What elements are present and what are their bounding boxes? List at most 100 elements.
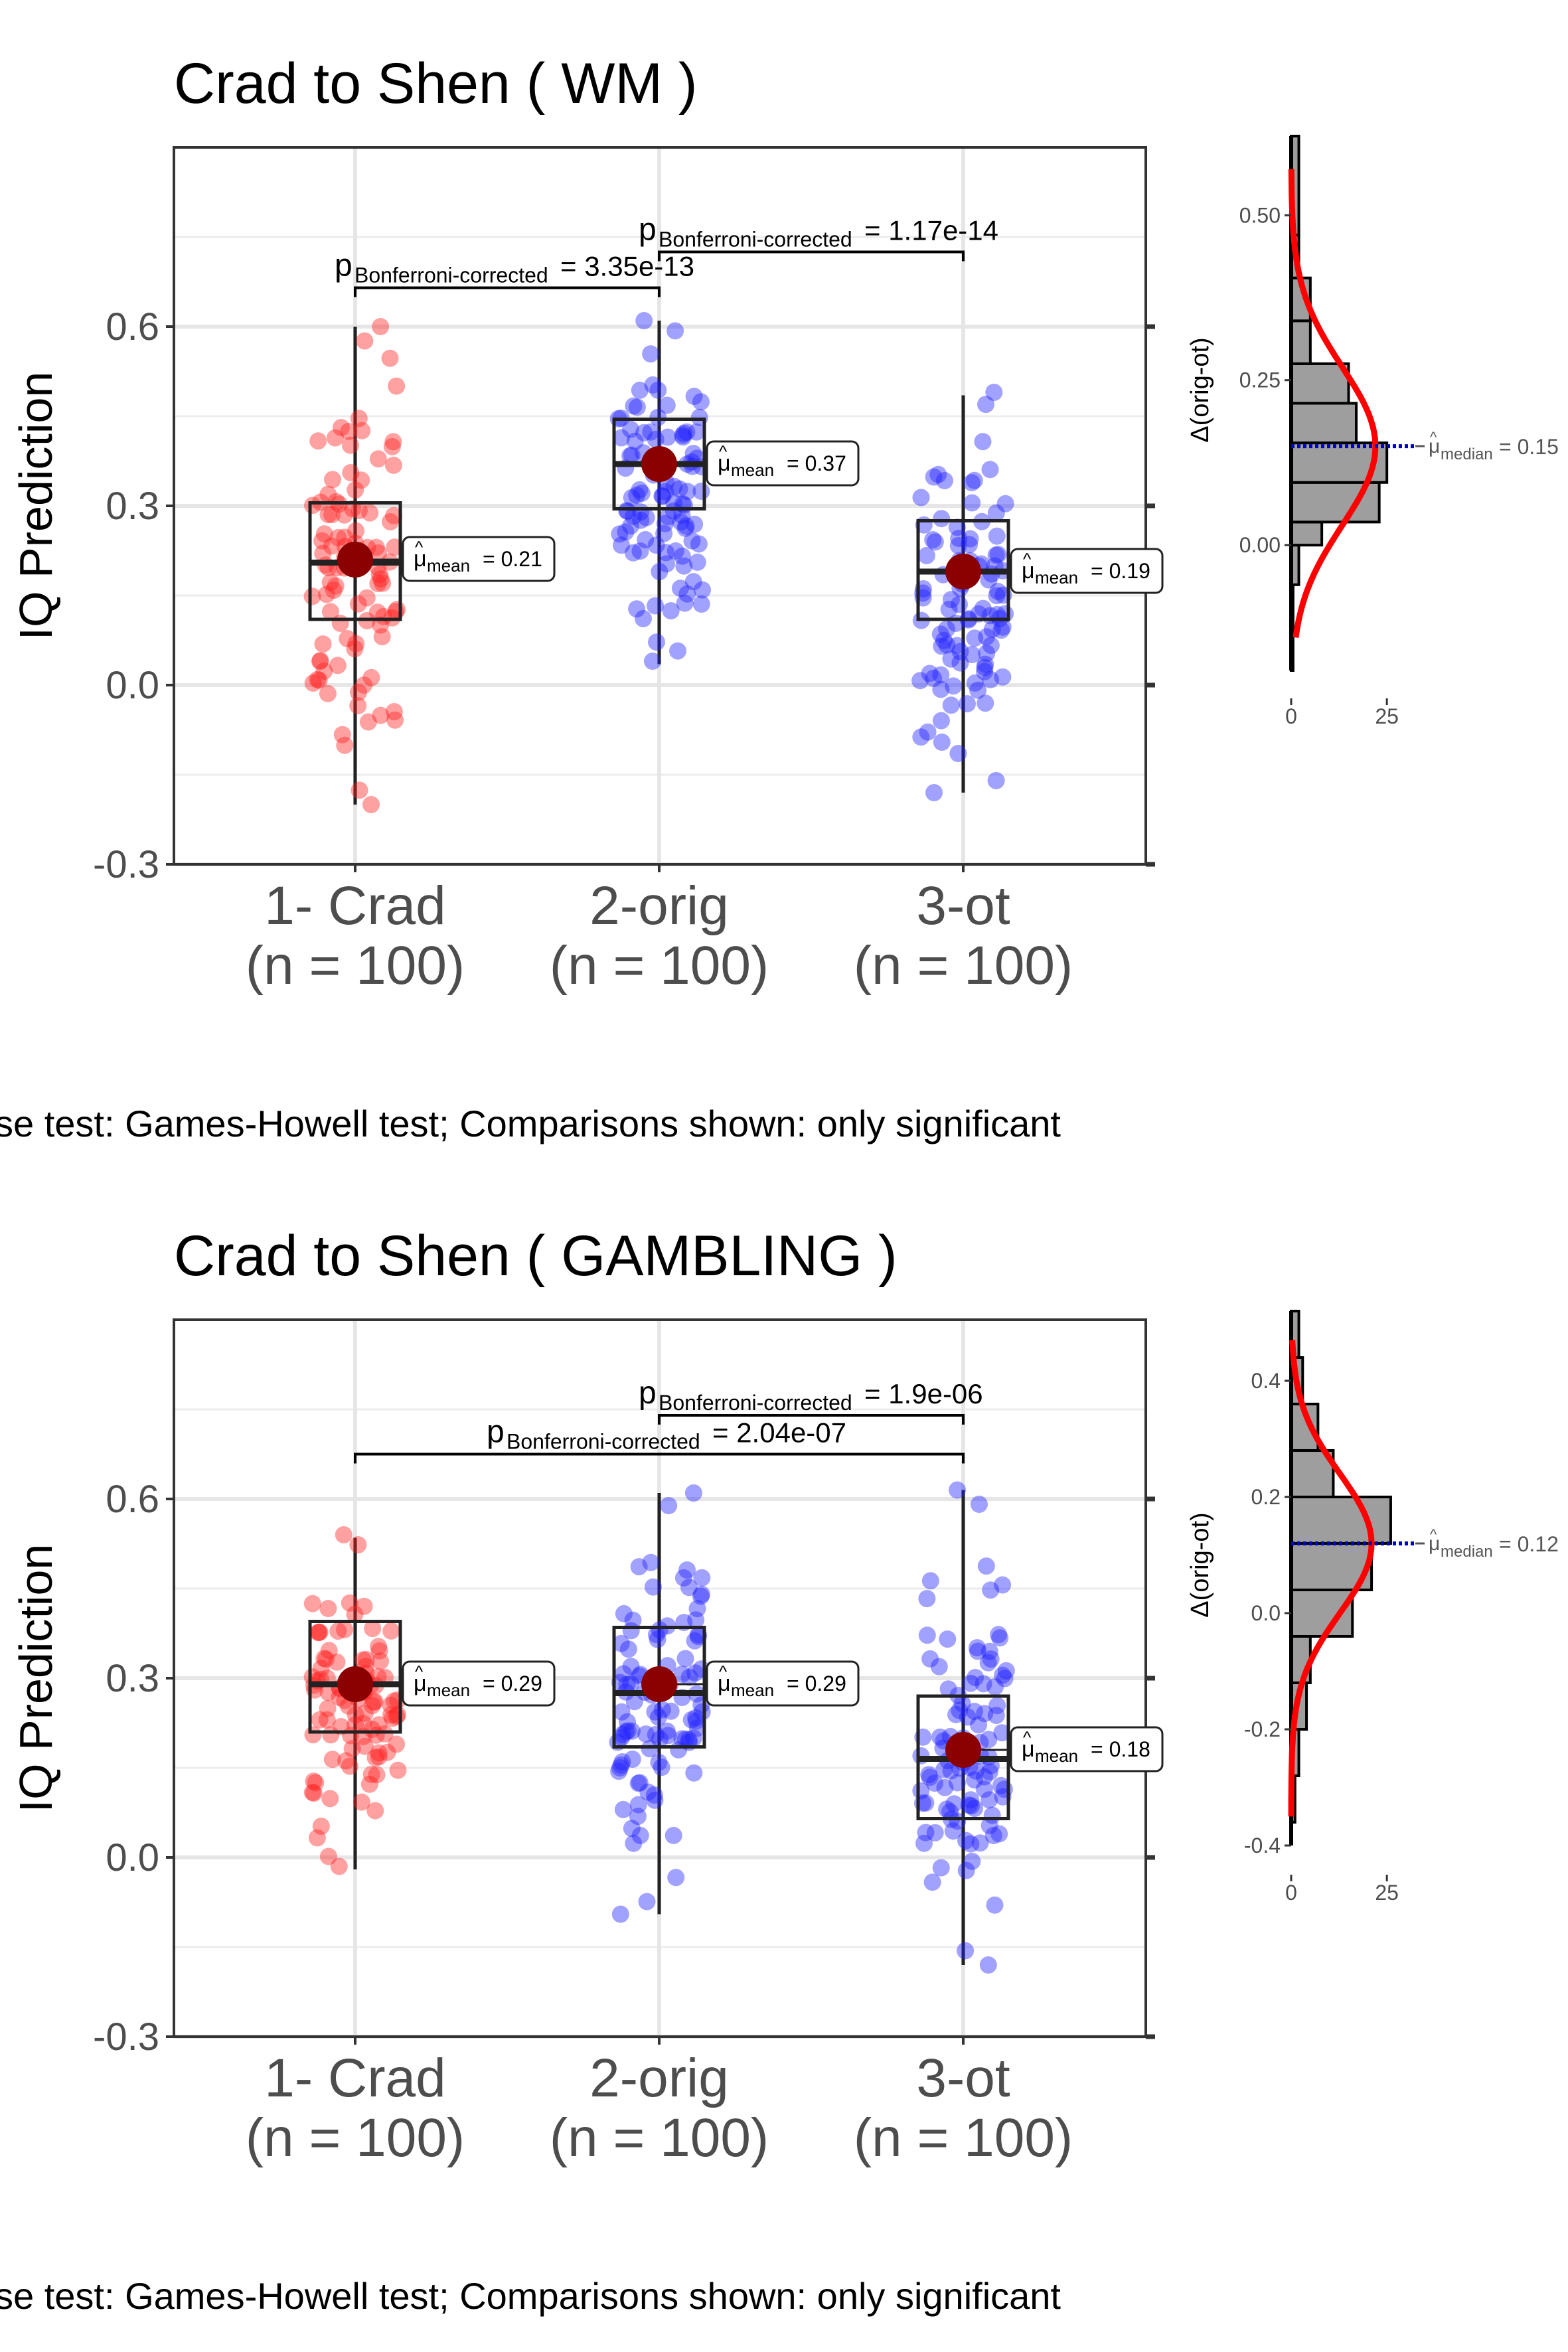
data-point [385, 1692, 403, 1710]
data-point [672, 513, 690, 531]
data-point [945, 1795, 963, 1813]
data-point [917, 1824, 935, 1842]
data-point [931, 1728, 949, 1746]
x-tick-count: (n = 100) [550, 2108, 769, 2168]
data-point [989, 582, 1007, 600]
data-point [969, 1642, 986, 1660]
data-point [975, 1780, 993, 1798]
data-point [974, 599, 992, 617]
data-point [626, 432, 644, 450]
data-point [633, 484, 651, 502]
data-point [676, 594, 694, 612]
data-point [342, 436, 359, 454]
hist-y-tick-label: -0.4 [1244, 1834, 1281, 1857]
data-point [309, 432, 327, 450]
hist-y-tick-label: 0.0 [1251, 1601, 1281, 1625]
data-point [987, 771, 1005, 789]
data-point [389, 1761, 407, 1779]
data-point [625, 507, 643, 525]
y-tick-label: 0.3 [106, 1657, 159, 1700]
data-point [969, 681, 987, 699]
data-point [918, 1590, 936, 1608]
mean-label-value: = 0.19 [1091, 559, 1150, 583]
data-point [628, 398, 646, 416]
data-point [367, 538, 385, 556]
data-point [982, 1581, 1000, 1599]
comparison-p: p [639, 1375, 657, 1411]
data-point [645, 1786, 663, 1804]
data-point [625, 1834, 643, 1852]
x-tick-count: (n = 100) [246, 935, 465, 996]
data-point [912, 728, 930, 746]
data-point [625, 1693, 643, 1711]
box-iqr [612, 1626, 706, 1749]
caption: se test: Games-Howell test; Comparisons … [0, 2275, 1061, 2317]
data-point [382, 1622, 400, 1640]
data-point [651, 563, 668, 581]
data-point [641, 1740, 659, 1758]
data-point [942, 696, 960, 714]
data-point [948, 1774, 966, 1792]
data-point [678, 483, 696, 501]
data-point [991, 1629, 1009, 1647]
data-point [618, 502, 636, 520]
data-point [637, 1725, 655, 1743]
data-point [692, 1587, 710, 1605]
data-point [688, 423, 706, 441]
data-point [977, 1557, 995, 1575]
data-point [613, 1703, 631, 1721]
data-point [957, 1861, 975, 1879]
hist-y-tick-label: 0.50 [1239, 203, 1281, 227]
data-point [650, 1753, 668, 1771]
data-point [355, 676, 373, 694]
data-point [341, 1594, 358, 1612]
data-point [347, 1716, 364, 1734]
hist-x-tick-label: 0 [1285, 1881, 1297, 1905]
data-point [682, 1711, 700, 1729]
data-point [988, 527, 1006, 545]
comparison-bracket [658, 250, 965, 262]
data-point [951, 654, 969, 672]
mean-label-box [402, 536, 556, 582]
data-point [684, 445, 702, 463]
data-point [659, 428, 676, 446]
data-point [631, 1826, 649, 1844]
data-point [994, 1666, 1012, 1684]
mean-label-value: = 0.29 [787, 1672, 846, 1695]
data-point [351, 502, 368, 520]
data-point [372, 570, 390, 588]
data-point [917, 546, 935, 564]
data-point [680, 1579, 698, 1597]
data-point [357, 1651, 375, 1668]
data-point [982, 670, 1000, 688]
data-point [382, 1706, 400, 1724]
data-point [623, 1722, 641, 1740]
data-point [329, 657, 347, 674]
data-point [632, 511, 650, 529]
histogram-bin [1290, 402, 1358, 445]
data-point [918, 1626, 936, 1644]
data-point [957, 1832, 975, 1849]
data-point [978, 645, 996, 663]
data-point [686, 515, 704, 533]
data-point [629, 1796, 647, 1814]
data-point [658, 396, 676, 414]
data-point [933, 734, 951, 751]
data-point [993, 1724, 1011, 1742]
data-point [949, 537, 967, 554]
data-point [625, 397, 643, 415]
data-point [309, 670, 327, 688]
hist-x-tick-label: 25 [1375, 1881, 1399, 1905]
data-point [693, 1703, 711, 1721]
data-point [635, 609, 652, 627]
data-point [976, 1705, 994, 1723]
mean-label-value: = 0.21 [483, 547, 542, 571]
data-point [971, 1834, 989, 1852]
data-point [929, 465, 947, 483]
data-point [370, 1642, 388, 1660]
data-point [659, 1727, 677, 1745]
data-point [619, 1722, 637, 1740]
data-point [963, 494, 981, 512]
data-point [613, 1729, 631, 1747]
data-point [370, 1748, 388, 1766]
